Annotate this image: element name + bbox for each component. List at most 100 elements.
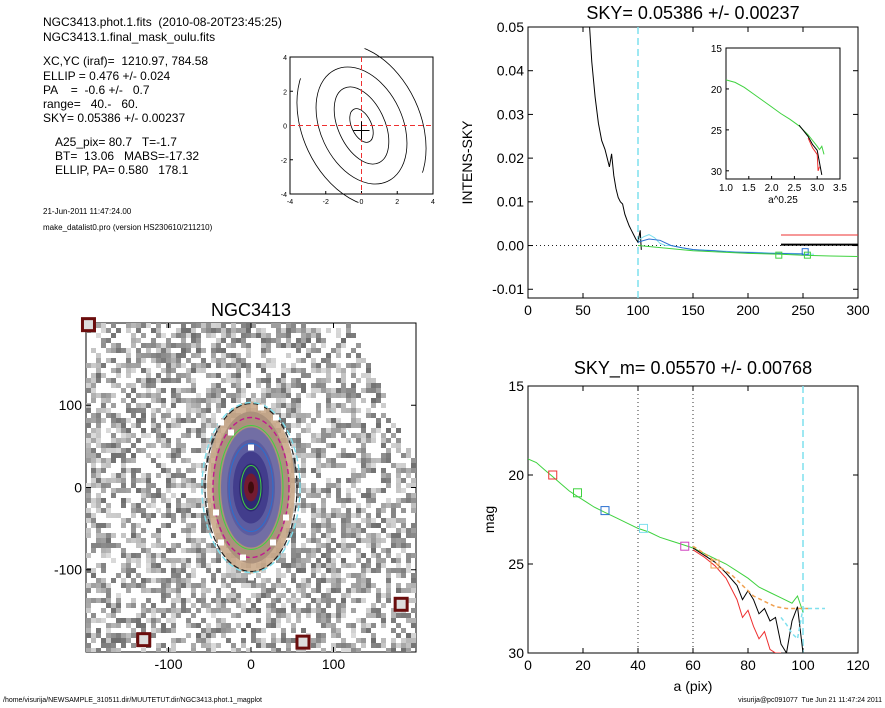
sky-xtick-label: 150: [681, 302, 705, 318]
mag-marker: [680, 541, 690, 551]
masked-region: [213, 509, 219, 516]
galaxy-ellipse-magenta: [212, 416, 290, 559]
inset-series-black: [798, 124, 823, 175]
galaxy-ellipse-blue: [228, 443, 274, 532]
mag-ytick-label: 20: [508, 467, 524, 483]
contour-ytick-label: 2: [283, 89, 287, 96]
mask-star-box: [393, 596, 409, 612]
range-text: range= 40.- 60.: [43, 97, 139, 111]
sky-marker: [803, 251, 811, 259]
masked-region: [228, 429, 234, 436]
inset-xlabel: a^0.25: [768, 195, 798, 206]
sky-title: SKY= 0.05386 +/- 0.00237: [586, 3, 799, 23]
inset-xtick-label: 1.5: [742, 183, 756, 194]
galaxy-ellipse-green: [218, 425, 284, 550]
sky-xtick-label: 50: [575, 302, 591, 318]
contour-ytick-label: 4: [283, 55, 287, 62]
inset-series-green: [725, 79, 825, 155]
inset-ytick-label: 25: [711, 126, 723, 137]
contour-line: [349, 108, 374, 143]
mag-ylabel: mag: [481, 506, 497, 533]
contour-line: [333, 86, 390, 165]
bt-mabs-text: BT= 13.06 MABS=-17.32: [55, 149, 200, 163]
sky-ytick-label: 0.03: [497, 106, 524, 122]
mask-star-box: [136, 632, 152, 648]
mag-xtick-label: 80: [740, 657, 756, 673]
sky-xtick-label: 100: [626, 302, 650, 318]
position-angle-text: PA = -0.6 +/- 0.7: [43, 83, 150, 97]
inset-xtick-label: 1.0: [719, 183, 733, 194]
sky-ytick-label: 0.00: [497, 237, 524, 253]
center-coordinates-text: XC,YC (iraf)= 1210.97, 784.58: [43, 54, 209, 68]
contour-xtick-label: -2: [323, 199, 329, 206]
contour-ytick-label: 0: [283, 124, 287, 131]
mag-marker: [573, 488, 582, 498]
image-xtick-label: 100: [322, 656, 346, 672]
mask-star-box: [295, 634, 311, 650]
contour-xtick-label: 2: [395, 199, 399, 206]
image-xtick-label: -100: [154, 656, 182, 672]
file-name-text: NGC3413.phot.1.fits (2010-08-20T23:45:25…: [43, 15, 282, 29]
sky-ylabel: INTENS-SKY: [459, 120, 475, 205]
sky-marker: [775, 251, 783, 259]
footer-user-text: visurija@pc091077 Tue Jun 21 11:47:24 20…: [738, 697, 882, 704]
masked-region: [240, 554, 246, 561]
contour-xtick-label: 0: [360, 199, 364, 206]
masked-region: [218, 539, 224, 546]
inset-ytick-label: 15: [711, 44, 723, 55]
contour-xtick-label: -4: [287, 199, 293, 206]
mag-marker: [710, 559, 720, 569]
footer-path-text: /home/visurija/NEWSAMPLE_310511.dir/MUUT…: [3, 697, 262, 704]
mag-marker: [548, 470, 558, 480]
masked-region: [248, 444, 254, 451]
sky-ytick-label: 0.04: [497, 63, 524, 79]
mag-series-orange: [692, 545, 809, 610]
galaxy-ellipse-black: [204, 402, 298, 573]
inset-ytick-label: 30: [711, 167, 723, 178]
masked-region: [218, 419, 224, 426]
sky-xtick-label: 250: [791, 302, 815, 318]
mag-title: SKY_m= 0.05570 +/- 0.00768: [574, 358, 812, 379]
mag-xlabel: a (pix): [674, 678, 713, 694]
image-ytick-label: 100: [59, 397, 83, 413]
contour-ytick-label: -4: [281, 192, 287, 199]
galaxy-isophote: [248, 481, 254, 494]
sky-ytick-label: -0.01: [492, 281, 524, 297]
sky-xtick-label: 0: [524, 302, 532, 318]
contour-line: [315, 66, 408, 185]
program-text: make_datalist0.pro (version HS230610/211…: [43, 223, 213, 232]
inset-frame: [725, 47, 841, 180]
mag-marker: [639, 523, 648, 533]
date-text: 21-Jun-2011 11:47:24.00: [43, 207, 132, 216]
mag-ytick-label: 30: [508, 645, 524, 661]
sky-series-green: [637, 245, 858, 257]
masked-region: [258, 404, 264, 411]
sky-series-black: [589, 27, 642, 250]
ellipticity-text: ELLIP = 0.476 +/- 0.024: [43, 69, 171, 83]
masked-region: [273, 414, 279, 421]
mag-series-cyan: [780, 607, 825, 641]
ellip-pa-text: ELLIP, PA= 0.580 178.1: [55, 163, 189, 177]
mag-xtick-label: 40: [630, 657, 646, 673]
mag-ytick-label: 25: [508, 556, 524, 572]
mag-ytick-label: 15: [508, 378, 524, 394]
inset-xtick-label: 3.5: [833, 183, 847, 194]
image-xtick-label: 0: [247, 656, 255, 672]
mag-series-red: [692, 549, 781, 653]
sky-ytick-label: 0.01: [497, 194, 524, 210]
mask-file-text: NGC3413.1.final_mask_oulu.fits: [43, 30, 216, 44]
inset-ytick-label: 20: [711, 85, 723, 96]
mag-xtick-label: 60: [685, 657, 701, 673]
contour-xtick-label: 4: [431, 199, 435, 206]
masked-region: [270, 539, 276, 546]
mag-xtick-label: 120: [846, 657, 870, 673]
image-ytick-label: 0: [74, 479, 82, 495]
mag-marker: [600, 506, 610, 516]
galaxy-ellipse-cyan: [201, 401, 301, 574]
inset-xtick-label: 3.0: [810, 183, 824, 194]
inset-xtick-label: 2.0: [765, 183, 779, 194]
image-title: NGC3413: [211, 300, 291, 320]
masked-region: [283, 514, 289, 521]
mag-xtick-label: 100: [791, 657, 815, 673]
